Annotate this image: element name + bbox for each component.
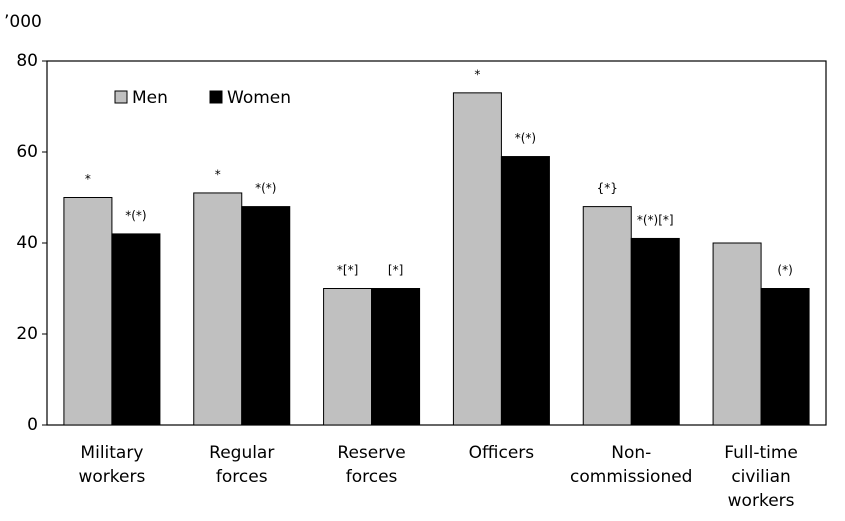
y-tick-label: 0 <box>27 415 38 435</box>
bar <box>582 206 632 426</box>
x-tick-label: Military <box>80 443 143 463</box>
x-tick-label: commissioned <box>570 467 692 487</box>
legend-swatch <box>209 90 223 104</box>
bar <box>193 192 243 426</box>
bar <box>63 197 113 426</box>
bar <box>323 288 373 426</box>
x-tick-label: civilian <box>731 467 791 487</box>
bar <box>452 92 502 426</box>
x-tick-label: Regular <box>209 443 274 463</box>
annotation: * <box>215 167 221 181</box>
x-tick-label: Officers <box>469 443 535 463</box>
legend-label: Men <box>132 88 168 108</box>
x-tick-label: workers <box>78 467 145 487</box>
annotation: *(*) <box>255 181 276 195</box>
annotation: *(*) <box>125 208 146 222</box>
legend-swatch <box>114 90 128 104</box>
annotation: {*} <box>597 181 618 195</box>
y-tick-label: 60 <box>16 142 38 162</box>
bar <box>371 288 421 426</box>
annotation: * <box>474 67 480 81</box>
x-tick-label: Reserve <box>337 443 405 463</box>
annotation: * <box>85 172 91 186</box>
legend-label: Women <box>227 88 291 108</box>
annotation: *[*] <box>337 263 358 277</box>
annotation: (*) <box>777 263 792 277</box>
bar <box>630 237 680 426</box>
x-tick-label: forces <box>346 467 398 487</box>
x-tick-label: forces <box>216 467 268 487</box>
bar <box>241 206 291 426</box>
annotation: *(*)[*] <box>637 213 674 227</box>
y-unit-label: ’000 <box>4 12 42 32</box>
bar <box>500 156 550 426</box>
bar <box>760 288 810 426</box>
plot-frame <box>46 60 827 426</box>
y-tick-label: 20 <box>16 324 38 344</box>
x-tick-label: workers <box>728 491 795 511</box>
bar <box>712 242 762 426</box>
annotation: [*] <box>388 263 403 277</box>
x-tick-label: Non- <box>611 443 651 463</box>
y-tick-label: 40 <box>16 233 38 253</box>
annotation: *(*) <box>515 131 536 145</box>
bar <box>111 233 161 426</box>
x-tick-label: Full-time <box>724 443 798 463</box>
y-tick-label: 80 <box>16 51 38 71</box>
